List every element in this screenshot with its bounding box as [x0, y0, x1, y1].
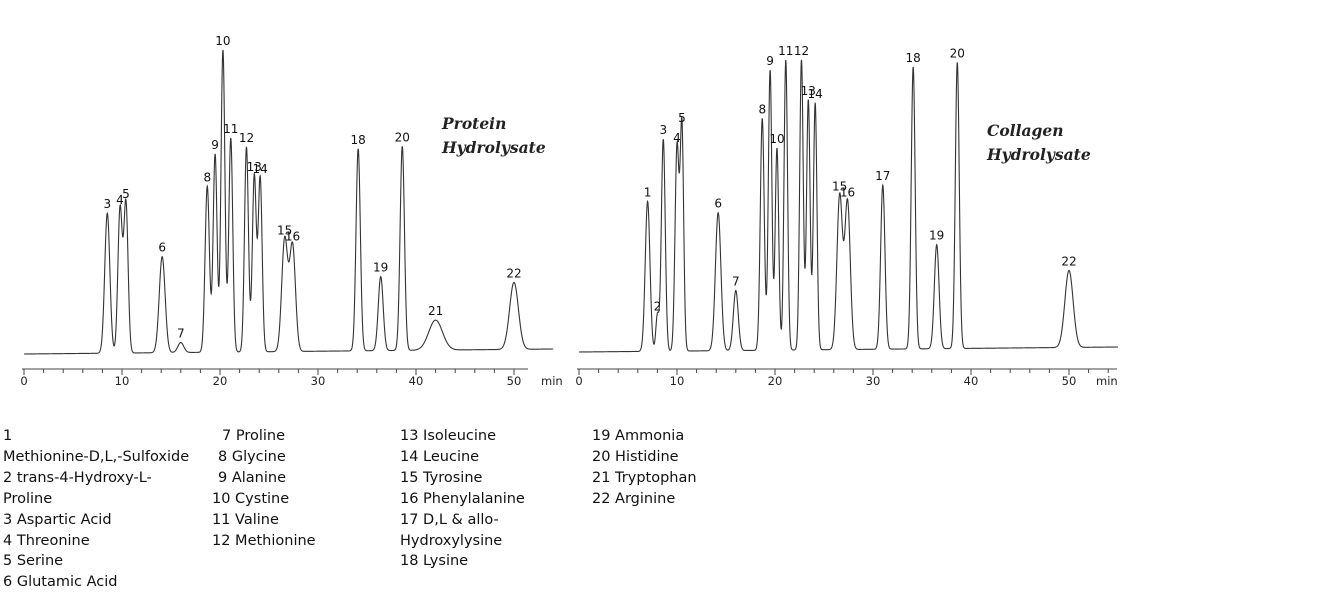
- peak-label: 9: [211, 138, 219, 152]
- legend-entry: 13 Isoleucine: [400, 428, 497, 444]
- legend-entry: 19 Ammonia: [592, 428, 685, 444]
- legend-entry: 15 Tyrosine: [400, 469, 483, 486]
- legend-entry: Methionine-D,L,-Sulfoxide: [3, 448, 190, 465]
- legend-entry: 21 Tryptophan: [592, 469, 697, 486]
- peak-label: 3: [103, 197, 111, 211]
- peak-label: 15: [277, 224, 292, 238]
- x-axis-unit-label: min: [541, 374, 563, 388]
- x-tick-label: 30: [866, 374, 881, 388]
- peak-label: 16: [840, 186, 855, 200]
- legend-entry: 8 Glycine: [218, 448, 286, 465]
- legend-entry: 22 Arginine: [592, 490, 676, 507]
- peak-label: 18: [351, 133, 366, 147]
- legend-entry: 6 Glutamic Acid: [3, 574, 118, 591]
- peak-label: 8: [203, 170, 211, 184]
- peak-label: 4: [116, 193, 124, 207]
- legend-column-4: 19 Ammonia 20 Histidine 21 Tryptophan 22…: [592, 426, 697, 510]
- peak-label: 10: [215, 34, 230, 48]
- chart-title-line: Collagen: [987, 121, 1063, 140]
- legend-entry: 11 Valine: [212, 511, 279, 528]
- peak-label: 12: [794, 44, 809, 58]
- legend-column-1: 1 Methionine-D,L,-Sulfoxide 2 trans-4-Hy…: [3, 426, 189, 593]
- peak-label: 22: [506, 266, 521, 280]
- x-tick-label: 10: [115, 374, 130, 388]
- legend-entry: Proline: [3, 490, 53, 507]
- legend-column-2: 7 Proline 8 Glycine 9 Alanine 10 Cystine…: [212, 426, 316, 551]
- peak-label: 4: [673, 131, 681, 145]
- legend-entry: 14 Leucine: [400, 448, 480, 465]
- peak-label: 5: [678, 111, 686, 125]
- x-axis-unit-label: min: [1096, 374, 1118, 388]
- legend-entry: Hydroxylysine: [400, 532, 503, 549]
- peak-label: 7: [732, 275, 740, 289]
- x-tick-label: 20: [768, 374, 783, 388]
- peak-label: 5: [122, 187, 130, 201]
- peak-label: 3: [659, 123, 667, 137]
- peak-label: 13: [801, 84, 816, 98]
- legend-entry: 4 Threonine: [3, 532, 90, 549]
- legend-entry: 12 Methionine: [212, 532, 316, 549]
- legend-entry: 7 Proline: [222, 428, 286, 444]
- chart-title-line: Hydrolysate: [986, 145, 1091, 164]
- peak-label: 17: [875, 169, 890, 183]
- legend-entry: 5 Serine: [3, 553, 64, 570]
- x-tick-label: 40: [964, 374, 979, 388]
- peak-label: 20: [950, 47, 965, 61]
- legend-entry: 17 D,L & allo-: [400, 511, 499, 528]
- peak-label: 13: [247, 160, 262, 174]
- x-tick-label: 50: [1062, 374, 1077, 388]
- x-tick-label: 0: [20, 374, 27, 388]
- peak-label: 8: [758, 102, 766, 116]
- chart-title-line: Hydrolysate: [441, 138, 546, 157]
- x-tick-label: 50: [507, 374, 522, 388]
- peak-label: 11: [778, 44, 793, 58]
- peak-label: 14: [253, 162, 268, 176]
- peak-label: 11: [223, 122, 238, 136]
- x-tick-label: 20: [213, 374, 228, 388]
- legend-entry: 9 Alanine: [218, 469, 286, 486]
- peak-label: 18: [906, 51, 921, 65]
- legend-entry: 2 trans-4-Hydroxy-L-: [3, 469, 152, 486]
- legend-entry: 3 Aspartic Acid: [3, 511, 112, 528]
- peak-label: 19: [373, 261, 388, 275]
- peak-label: 22: [1061, 255, 1076, 269]
- peak-label: 6: [158, 241, 166, 255]
- peak-label: 16: [285, 230, 300, 244]
- legend-entry: 16 Phenylalanine: [400, 490, 525, 507]
- x-tick-label: 40: [409, 374, 424, 388]
- peak-label: 12: [239, 131, 254, 145]
- x-tick-label: 30: [311, 374, 326, 388]
- chromatogram-trace: [579, 59, 1118, 353]
- peak-label: 14: [808, 87, 823, 101]
- peak-label: 20: [395, 130, 410, 144]
- legend-entry: 20 Histidine: [592, 448, 679, 465]
- x-tick-label: 0: [575, 374, 582, 388]
- peak-label: 19: [929, 229, 944, 243]
- peak-label: 15: [832, 180, 847, 194]
- chromatogram-trace: [24, 49, 554, 355]
- peak-label: 10: [769, 132, 784, 146]
- legend-entry: 18 Lysine: [400, 553, 469, 570]
- peak-label: 6: [714, 197, 722, 211]
- legend-column-3: 13 Isoleucine 14 Leucine 15 Tyrosine 16 …: [400, 426, 525, 572]
- peak-label: 2: [654, 299, 662, 313]
- chart-title-line: Protein: [441, 114, 506, 133]
- legend-entry: 1: [3, 428, 13, 444]
- peak-label: 1: [644, 185, 652, 199]
- x-tick-label: 10: [670, 374, 685, 388]
- peak-label: 9: [766, 54, 774, 68]
- peak-label: 21: [428, 304, 443, 318]
- legend-entry: 10 Cystine: [212, 490, 290, 507]
- peak-label: 7: [177, 327, 185, 341]
